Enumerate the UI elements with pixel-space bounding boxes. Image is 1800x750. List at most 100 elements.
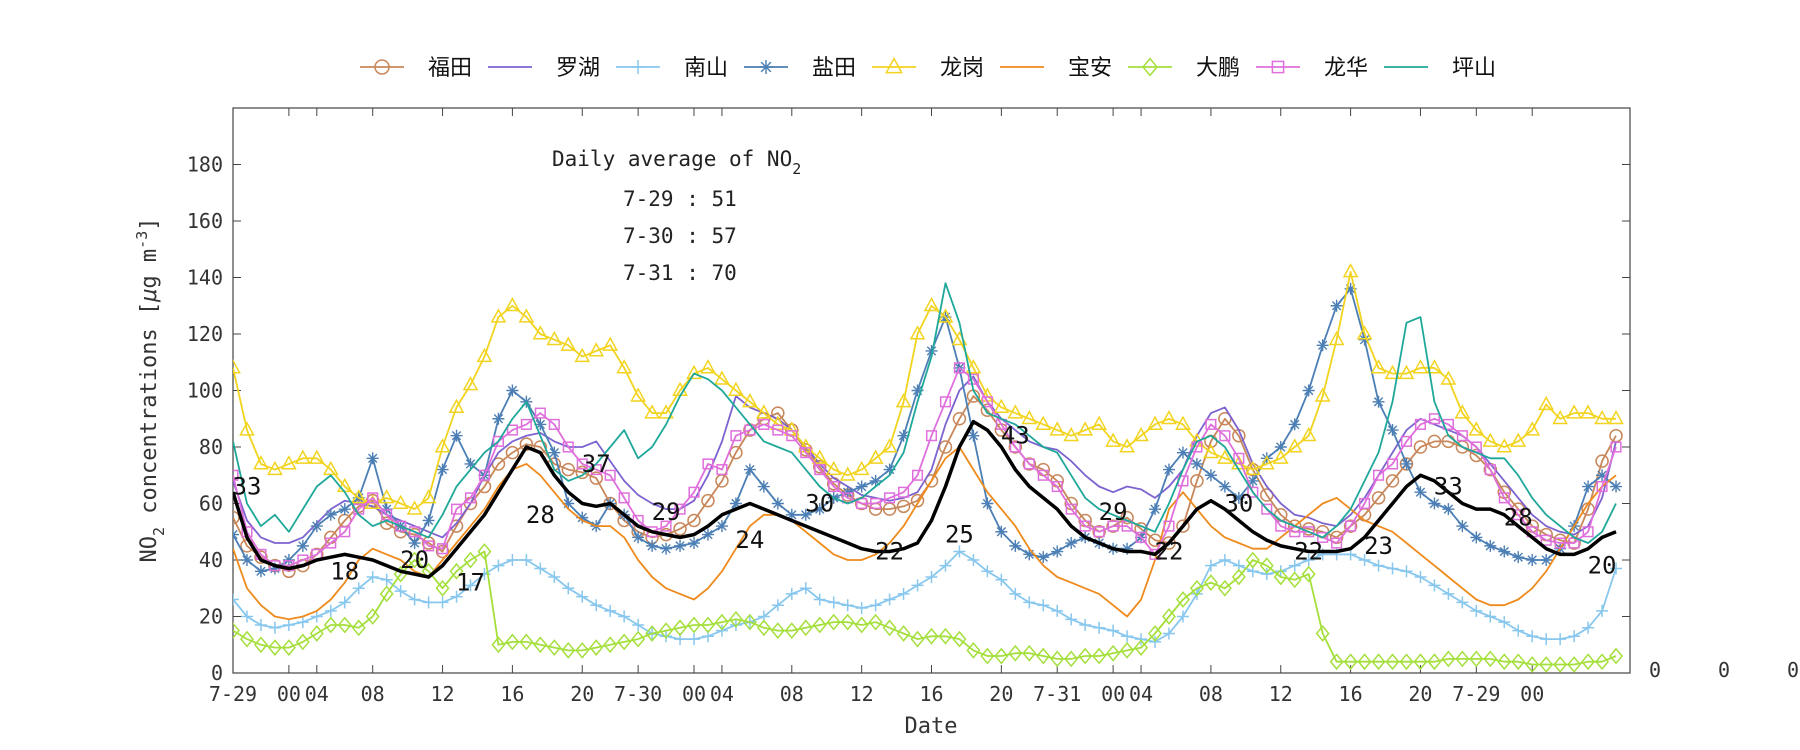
data-point-square <box>1009 441 1021 453</box>
data-point-triangle <box>294 449 311 464</box>
data-point-plus <box>1386 562 1399 575</box>
data-point-diamond <box>449 562 464 580</box>
data-point-star <box>981 497 994 510</box>
data-point-square <box>395 520 407 532</box>
data-point-diamond <box>966 642 981 659</box>
data-point-star <box>464 457 477 470</box>
data-point-plus <box>254 618 267 631</box>
data-point-diamond <box>253 636 268 654</box>
data-point-diamond <box>1064 650 1079 668</box>
data-point-circle <box>896 499 911 514</box>
data-point-star <box>1051 545 1064 558</box>
data-point-triangle <box>853 460 870 476</box>
data-point-star <box>925 344 938 357</box>
y-tick-label: 100 <box>187 379 223 403</box>
x-tick-label: 00 <box>682 682 706 706</box>
data-point-star <box>869 474 882 487</box>
y-tick-label: 180 <box>187 153 223 177</box>
data-point-plus <box>1065 613 1078 626</box>
data-point-triangle <box>616 359 633 374</box>
data-point-plus <box>1149 635 1162 648</box>
data-point-diamond <box>351 619 366 637</box>
data-point-diamond <box>840 613 855 631</box>
data-point-plus <box>576 590 589 603</box>
data-point-diamond <box>910 630 925 648</box>
data-point-square <box>911 469 924 481</box>
legend-item-盐田: 盐田 <box>744 56 856 81</box>
data-point-triangle <box>1300 426 1317 442</box>
data-point-triangle <box>1133 426 1149 442</box>
data-point-circle <box>1190 474 1204 488</box>
data-point-square <box>1582 526 1594 538</box>
data-point-triangle <box>1426 359 1443 374</box>
data-point-plus <box>1596 604 1609 617</box>
data-point-circle <box>687 513 701 528</box>
data-point-triangle <box>1049 421 1066 436</box>
data-point-triangle <box>588 342 605 357</box>
data-point-triangle <box>602 336 619 351</box>
data-point-star <box>1246 474 1259 487</box>
data-point-square <box>1261 503 1273 515</box>
data-point-diamond <box>1189 579 1204 597</box>
x-tick-label: 00 <box>277 682 301 706</box>
data-point-star <box>1400 457 1413 470</box>
data-point-triangle <box>281 455 297 470</box>
x-tick-label: 12 <box>850 682 874 706</box>
data-point-plus <box>869 599 882 612</box>
data-point-star <box>1330 299 1343 312</box>
data-point-triangle <box>1524 421 1541 436</box>
data-point-plus <box>1302 554 1315 566</box>
data-point-plus <box>729 618 742 631</box>
data-point-star <box>1037 551 1050 564</box>
data-point-square <box>283 560 295 572</box>
data-point-plus <box>1540 633 1553 646</box>
y-tick-label: 120 <box>187 322 223 346</box>
data-point-square <box>730 430 742 442</box>
data-point-triangle <box>322 460 339 476</box>
data-point-star <box>1065 537 1078 550</box>
data-point-plus <box>925 570 938 583</box>
data-point-triangle <box>1454 404 1471 419</box>
data-label: 28 <box>526 501 555 529</box>
data-point-star <box>660 542 673 555</box>
data-point-diamond <box>1036 647 1051 665</box>
data-point-diamond <box>1315 625 1330 642</box>
data-label: 24 <box>735 526 764 554</box>
data-point-square <box>814 464 826 476</box>
data-point-square <box>534 407 546 419</box>
data-point-star <box>366 452 379 465</box>
annotation-line-1: 7-29 : 51 <box>623 187 737 211</box>
data-point-diamond <box>233 622 240 639</box>
data-point-triangle <box>1328 330 1345 346</box>
series-line <box>233 287 1617 573</box>
data-point-triangle <box>406 500 423 515</box>
data-point-square <box>1107 520 1119 532</box>
data-point-triangle <box>1175 415 1191 430</box>
y-tick-label: 60 <box>199 492 223 516</box>
data-label: 17 <box>456 569 485 597</box>
data-point-star <box>1232 491 1245 504</box>
data-point-triangle <box>895 393 912 408</box>
data-point-plus <box>562 582 575 595</box>
series-坪山 <box>233 282 1617 544</box>
data-point-diamond <box>770 622 785 639</box>
y-tick-label: 80 <box>199 435 223 459</box>
data-label: 20 <box>1588 552 1617 580</box>
data-point-circle <box>938 440 953 454</box>
data-point-diamond <box>1231 568 1246 586</box>
data-point-plus <box>841 599 854 612</box>
data-point-diamond <box>1120 642 1135 659</box>
data-point-plus <box>1428 579 1441 592</box>
data-point-diamond <box>1203 574 1218 591</box>
series-line <box>233 375 1617 544</box>
data-point-square <box>562 441 574 453</box>
data-point-triangle <box>1091 415 1108 430</box>
data-point-triangle <box>490 308 507 323</box>
data-point-triangle <box>253 455 269 470</box>
data-point-diamond <box>1497 653 1512 671</box>
data-point-square <box>548 418 560 430</box>
data-point-plus <box>380 573 393 586</box>
data-point-star <box>729 497 742 510</box>
right-label-2: 0 <box>1718 658 1730 682</box>
